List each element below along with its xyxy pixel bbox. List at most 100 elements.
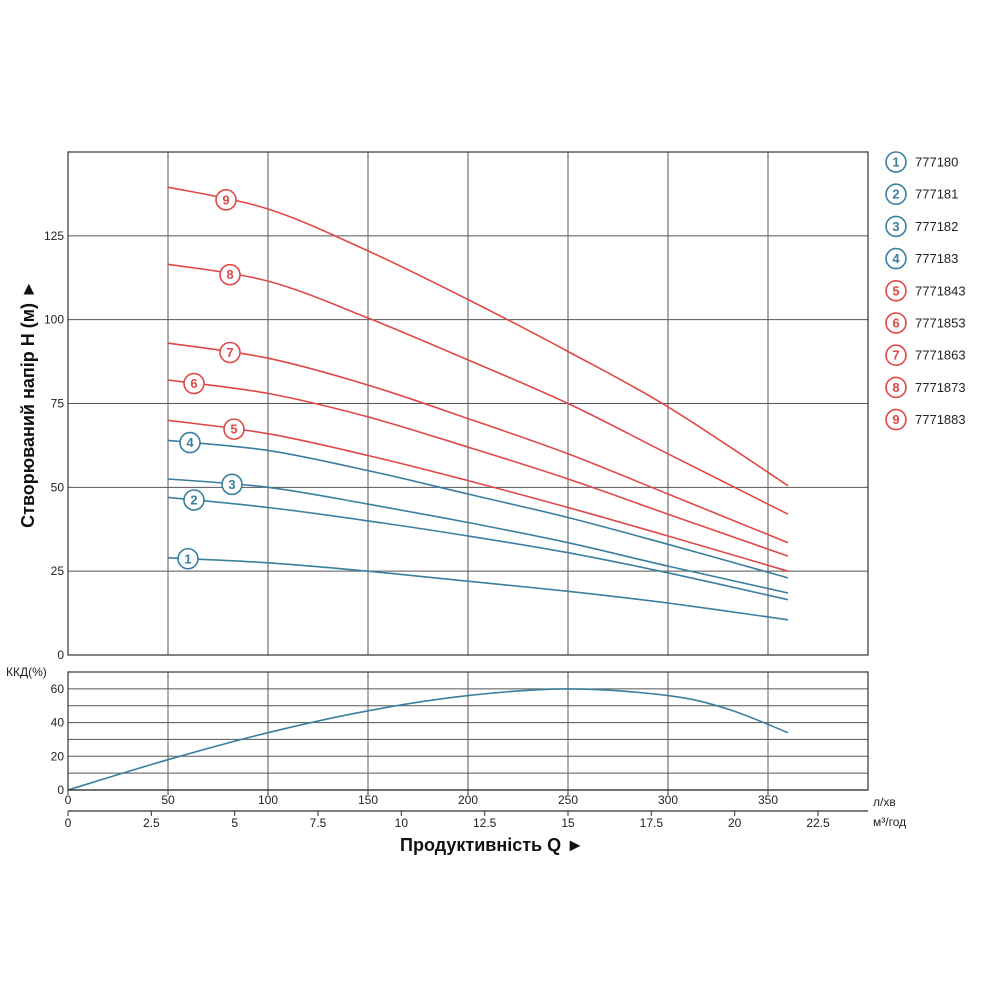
x-axis-label: Продуктивність Q ► <box>400 835 584 855</box>
head-y-axis-label: Створюваний напір H (м) ► <box>18 280 38 528</box>
head-curve-6 <box>167 379 789 557</box>
head-y-tick-label: 0 <box>57 648 64 662</box>
curve-marker-circle <box>221 473 243 496</box>
curve-marker-circle <box>183 372 205 395</box>
lpm-tick-label: 100 <box>258 793 278 807</box>
legend-marker-circle <box>885 344 907 367</box>
legend-item-2: 2 777181 <box>885 183 958 205</box>
curve-marker-1: 1 <box>177 547 199 570</box>
head-chart-frame <box>67 151 869 656</box>
curve-marker-circle <box>219 263 241 286</box>
m3h-x-ticks: 0 2.5 5 7.5 10 12.5 15 17.5 20 22.5 <box>65 811 830 830</box>
curve-marker-number: 4 <box>186 435 194 450</box>
curve-marker-number: 8 <box>226 267 233 282</box>
legend-label: 7771873 <box>915 380 966 395</box>
legend-item-7: 7 7771863 <box>885 344 966 367</box>
efficiency-y-tick-label: 40 <box>51 716 65 730</box>
curve-marker-number: 5 <box>230 422 237 437</box>
m3h-tick-label: 17.5 <box>640 816 664 830</box>
m3h-tick-label: 2.5 <box>143 816 160 830</box>
head-chart-grid <box>68 152 868 655</box>
m3h-tick-label: 5 <box>231 816 238 830</box>
curve-marker-5: 5 <box>223 418 245 440</box>
legend-item-8: 8 7771873 <box>885 376 966 399</box>
m3h-tick-label: 7.5 <box>310 816 327 830</box>
legend-label: 7771863 <box>915 348 966 363</box>
efficiency-y-tick-label: 60 <box>51 682 65 696</box>
efficiency-y-tick-label: 20 <box>51 749 65 763</box>
curve-marker-9: 9 <box>215 189 237 211</box>
head-curve-3 <box>167 478 789 594</box>
head-y-ticks: 0 25 50 75 100 125 <box>44 229 64 662</box>
m3h-unit-label: м³/год <box>873 815 906 829</box>
head-curve-9 <box>167 186 789 487</box>
lpm-tick-label: 150 <box>358 793 378 807</box>
legend-label: 7771883 <box>915 412 966 427</box>
legend-label: 777183 <box>915 251 958 266</box>
legend-label: 777180 <box>915 155 958 170</box>
legend-marker-circle <box>885 215 907 238</box>
legend-item-4: 4 777183 <box>885 247 958 270</box>
legend-item-9: 9 7771883 <box>885 408 966 431</box>
legend-marker-number: 3 <box>892 219 899 234</box>
legend-marker-number: 2 <box>892 187 899 202</box>
legend-label: 777182 <box>915 219 958 234</box>
head-y-tick-label: 25 <box>51 564 65 578</box>
curve-marker-number: 3 <box>228 477 235 492</box>
m3h-tick-label: 0 <box>65 816 72 830</box>
lpm-x-ticks: 0 50 100 150 200 250 300 350 <box>65 790 778 807</box>
curve-marker-circle <box>177 547 199 570</box>
curve-marker-number: 6 <box>190 376 197 391</box>
lpm-tick-label: 250 <box>558 793 578 807</box>
legend-marker-number: 6 <box>892 316 899 331</box>
legend-marker-number: 4 <box>892 251 900 266</box>
curve-marker-circle <box>183 489 205 511</box>
curve-marker-6: 6 <box>183 372 205 395</box>
legend-marker-number: 1 <box>892 155 899 170</box>
curve-marker-number: 7 <box>226 345 233 360</box>
legend-marker-number: 8 <box>892 380 899 395</box>
efficiency-chart-grid <box>68 672 868 790</box>
head-curve-5 <box>167 419 789 572</box>
head-curve-markers: 1 2 3 4 5 6 7 8 9 <box>177 189 245 570</box>
legend-label: 7771843 <box>915 283 966 298</box>
head-curve-2 <box>167 496 789 601</box>
head-y-tick-label: 125 <box>44 229 64 243</box>
efficiency-y-ticks: 0 20 40 60 <box>51 682 65 797</box>
legend-item-3: 3 777182 <box>885 215 958 238</box>
head-curve-8 <box>167 263 789 515</box>
legend-label: 7771853 <box>915 316 966 331</box>
legend-marker-circle <box>885 183 907 205</box>
lpm-tick-label: 350 <box>758 793 778 807</box>
legend-marker-circle <box>885 376 907 399</box>
lpm-tick-label: 50 <box>161 793 175 807</box>
m3h-tick-label: 12.5 <box>473 816 497 830</box>
curve-marker-circle <box>223 418 245 440</box>
curve-marker-circle <box>219 341 241 364</box>
legend-label: 777181 <box>915 187 958 202</box>
legend-marker-circle <box>885 408 907 431</box>
legend-marker-number: 9 <box>892 412 899 427</box>
efficiency-y-tick-label: 0 <box>57 783 64 797</box>
curve-marker-circle <box>215 189 237 211</box>
m3h-tick-label: 15 <box>561 816 575 830</box>
head-curve-4 <box>167 439 789 579</box>
curve-marker-8: 8 <box>219 263 241 286</box>
efficiency-y-axis-label: ККД(%) <box>6 665 47 679</box>
curve-marker-7: 7 <box>219 341 241 364</box>
head-curve-7 <box>167 342 789 544</box>
legend-marker-number: 5 <box>892 283 899 298</box>
curve-marker-circle <box>179 431 201 454</box>
legend-item-5: 5 7771843 <box>885 279 966 302</box>
m3h-tick-label: 10 <box>395 816 409 830</box>
lpm-tick-label: 0 <box>65 793 72 807</box>
legend-marker-number: 7 <box>892 348 899 363</box>
curve-marker-3: 3 <box>221 473 243 496</box>
legend-item-6: 6 7771853 <box>885 312 966 334</box>
m3h-tick-label: 22.5 <box>806 816 830 830</box>
curve-marker-2: 2 <box>183 489 205 511</box>
lpm-unit-label: л/хв <box>873 795 896 809</box>
head-curves <box>167 186 789 621</box>
lpm-tick-label: 200 <box>458 793 478 807</box>
